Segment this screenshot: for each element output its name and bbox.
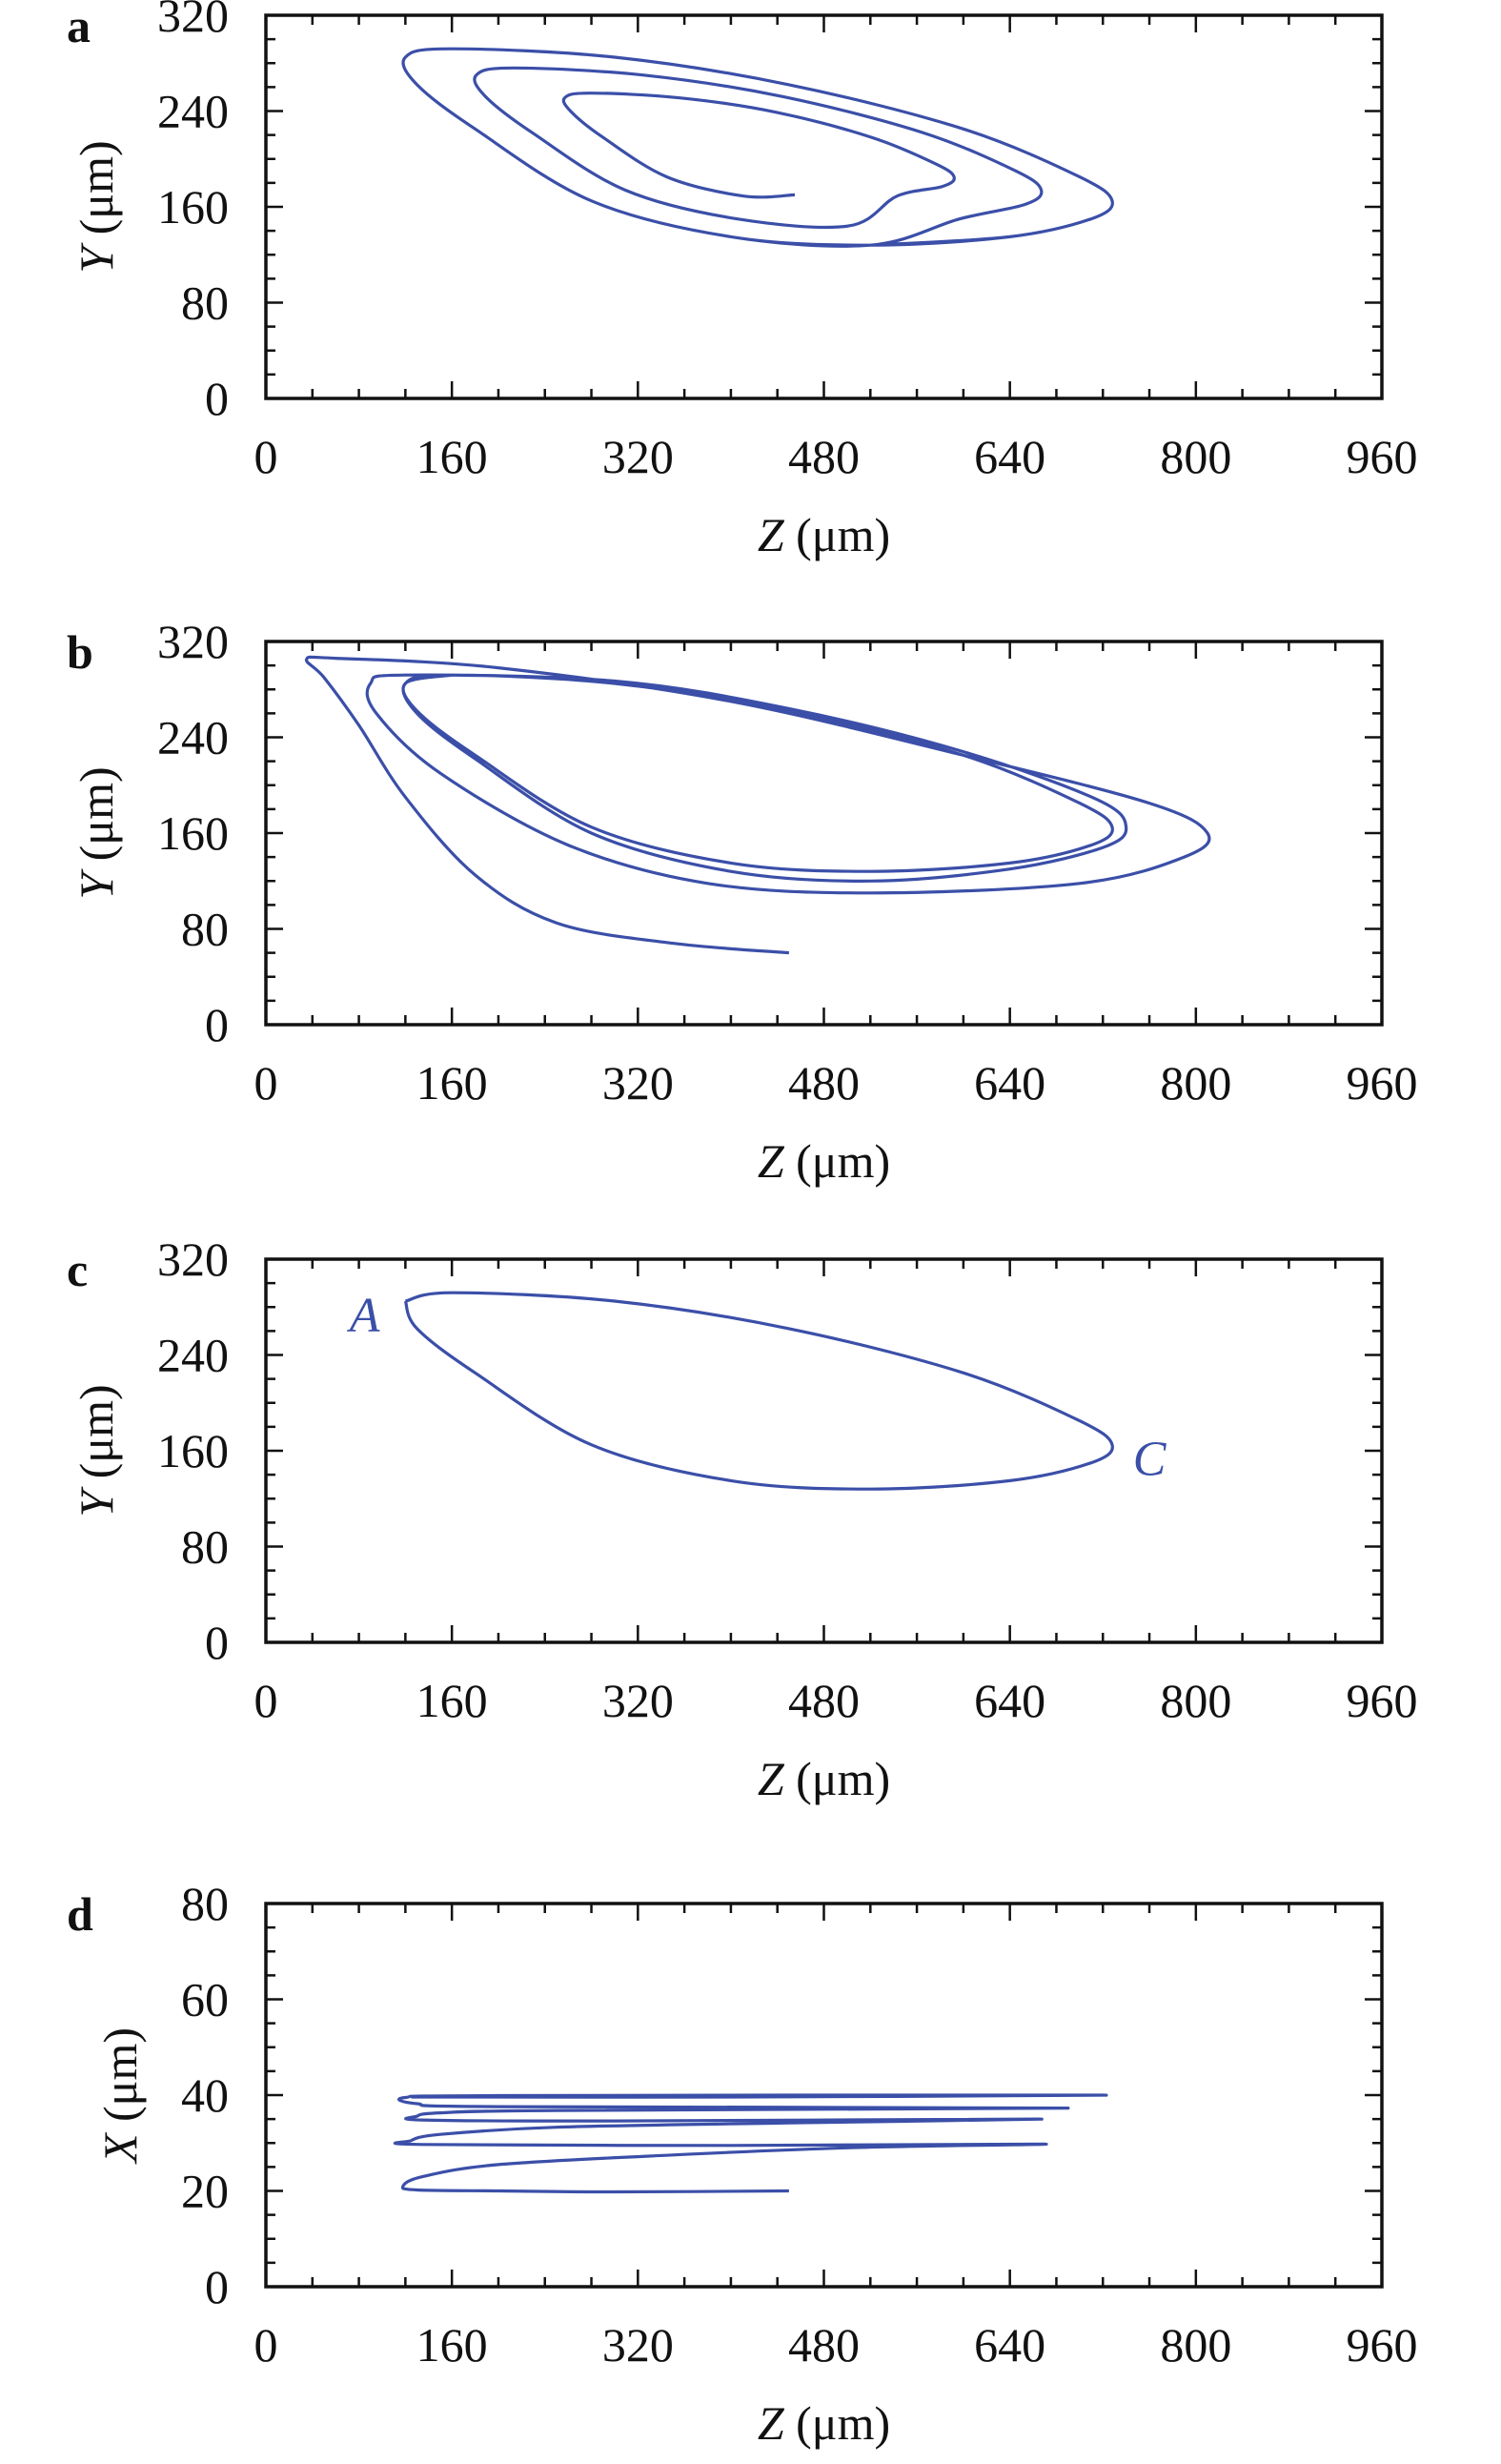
point-annotation: A <box>347 1289 380 1343</box>
axis-unit: (μm) <box>70 1384 123 1491</box>
axis-variable: Z <box>758 1134 785 1188</box>
axis-unit: (μm) <box>784 1134 891 1188</box>
x-tick-label: 160 <box>416 430 488 483</box>
y-tick-label: 160 <box>157 806 229 860</box>
x-tick-label: 800 <box>1160 2318 1231 2372</box>
x-tick-label: 960 <box>1347 430 1418 483</box>
panel-letter: c <box>67 1243 88 1296</box>
x-tick-label: 960 <box>1347 1056 1418 1110</box>
axis-unit: (μm) <box>784 508 891 561</box>
y-tick-label: 20 <box>181 2165 229 2218</box>
x-tick-label: 480 <box>788 430 860 483</box>
plot-frame <box>264 1257 1384 1644</box>
x-axis-label: Z (μm) <box>758 508 890 561</box>
trajectory-line <box>393 2093 1108 2194</box>
y-tick-label: 240 <box>157 711 229 764</box>
x-axis-label: Z (μm) <box>758 2396 890 2450</box>
x-tick-label: 480 <box>788 2318 860 2372</box>
y-tick-label: 320 <box>157 0 229 42</box>
axis-variable: Z <box>758 2396 785 2450</box>
axis-variable: Z <box>758 508 785 561</box>
point-annotation: C <box>1133 1433 1167 1487</box>
y-tick-label: 80 <box>181 1877 229 1930</box>
y-tick-label: 80 <box>181 1520 229 1574</box>
x-tick-label: 960 <box>1347 2318 1418 2372</box>
axis-unit: (μm) <box>70 140 123 247</box>
x-tick-label: 640 <box>974 1056 1045 1110</box>
y-tick-label: 80 <box>181 903 229 956</box>
y-axis-label: Y (μm) <box>70 140 123 273</box>
x-tick-label: 640 <box>974 2318 1045 2372</box>
axis-variable: Y <box>70 1486 123 1517</box>
axis-variable: X <box>93 2131 147 2165</box>
x-axis-label: Z (μm) <box>758 1134 890 1188</box>
x-tick-label: 640 <box>974 430 1045 483</box>
y-tick-label: 40 <box>181 2068 229 2122</box>
plot-frame <box>264 1902 1384 2289</box>
x-tick-label: 0 <box>254 2318 278 2372</box>
x-tick-label: 160 <box>416 1056 488 1110</box>
axis-variable: Y <box>70 242 123 274</box>
axis-unit: (μm) <box>784 1752 891 1805</box>
trajectory-line <box>401 47 1114 248</box>
x-tick-label: 0 <box>254 430 278 483</box>
y-tick-label: 0 <box>205 1616 229 1669</box>
y-tick-label: 240 <box>157 85 229 138</box>
axis-unit: (μm) <box>784 2396 891 2450</box>
axis-unit: (μm) <box>93 2027 147 2134</box>
x-axis-label: Z (μm) <box>758 1752 890 1805</box>
x-tick-label: 320 <box>602 1674 674 1727</box>
y-axis-label: Y (μm) <box>70 1384 123 1517</box>
y-axis-label: Y (μm) <box>70 766 123 899</box>
y-tick-label: 60 <box>181 1973 229 2026</box>
axis-variable: Z <box>758 1752 785 1805</box>
y-tick-label: 240 <box>157 1329 229 1382</box>
x-tick-label: 800 <box>1160 1056 1231 1110</box>
panel-letter: d <box>67 1887 93 1941</box>
y-tick-label: 320 <box>157 1232 229 1286</box>
x-tick-label: 960 <box>1347 1674 1418 1727</box>
axis-unit: (μm) <box>70 766 123 873</box>
x-tick-label: 800 <box>1160 430 1231 483</box>
x-tick-label: 320 <box>602 1056 674 1110</box>
x-tick-label: 160 <box>416 1674 488 1727</box>
panel-letter: b <box>67 625 93 679</box>
axis-variable: Y <box>70 868 123 900</box>
x-tick-label: 0 <box>254 1056 278 1110</box>
x-tick-label: 320 <box>602 2318 674 2372</box>
x-tick-label: 640 <box>974 1674 1045 1727</box>
trajectory-line <box>403 1291 1114 1491</box>
y-tick-label: 80 <box>181 276 229 330</box>
panel-letter: a <box>67 0 91 52</box>
x-tick-label: 480 <box>788 1056 860 1110</box>
x-tick-label: 480 <box>788 1674 860 1727</box>
y-tick-label: 0 <box>205 372 229 425</box>
x-tick-label: 160 <box>416 2318 488 2372</box>
y-tick-label: 320 <box>157 615 229 668</box>
y-tick-label: 0 <box>205 2260 229 2313</box>
y-tick-label: 160 <box>157 1424 229 1477</box>
trajectory-line <box>304 655 1211 955</box>
plot-frame <box>264 13 1384 400</box>
y-tick-label: 160 <box>157 180 229 234</box>
plot-frame <box>264 640 1384 1027</box>
x-tick-label: 320 <box>602 430 674 483</box>
x-tick-label: 800 <box>1160 1674 1231 1727</box>
x-tick-label: 0 <box>254 1674 278 1727</box>
y-tick-label: 0 <box>205 998 229 1051</box>
y-axis-label: X (μm) <box>93 2027 147 2165</box>
